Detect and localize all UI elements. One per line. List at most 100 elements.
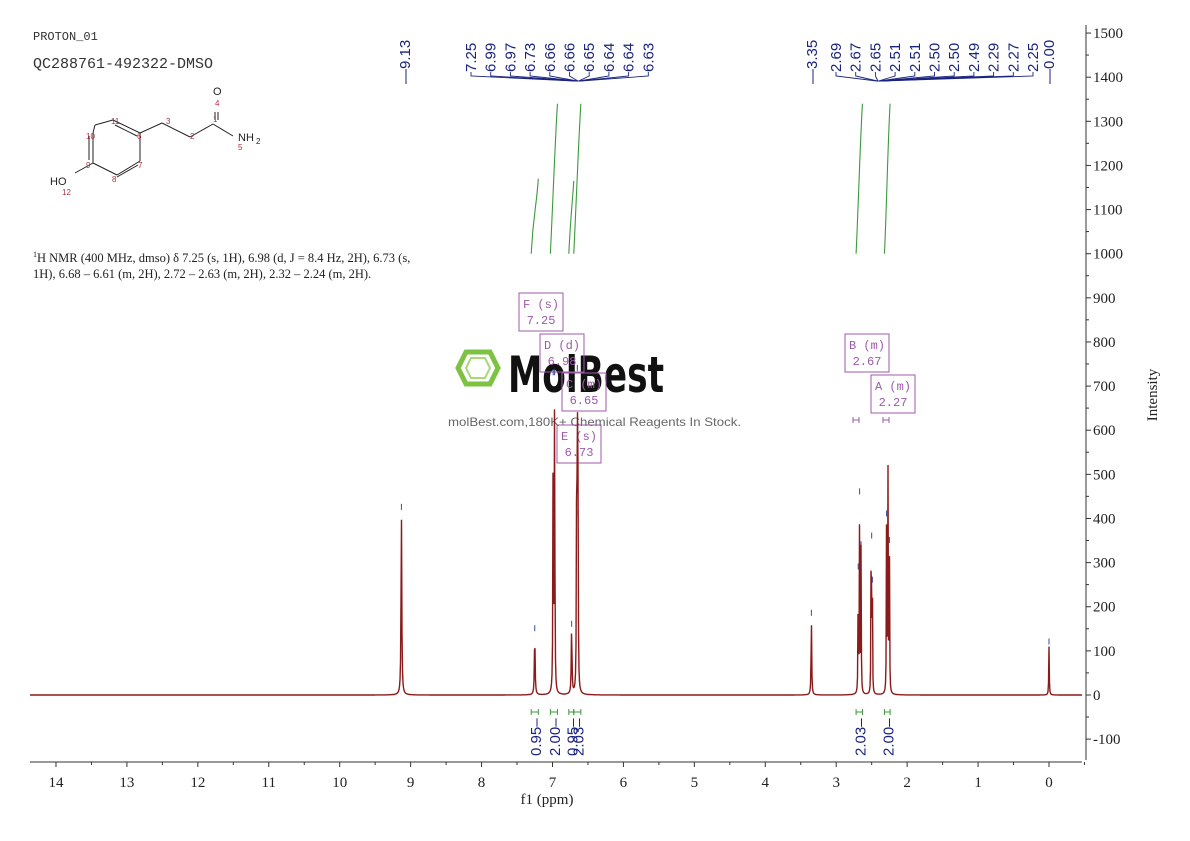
svg-text:5: 5 [238, 143, 243, 152]
integral-value: 2.03– [570, 718, 587, 756]
peak-shift-label: 6.63 [640, 43, 657, 72]
x-tick-label: 9 [407, 775, 415, 791]
y-tick-label: 100 [1093, 644, 1116, 660]
peak-shift-label: 2.27 [1005, 43, 1022, 72]
experiment-name: PROTON_01 [33, 30, 98, 44]
peak-shift-label: 2.50 [927, 43, 944, 72]
svg-text:12: 12 [62, 188, 71, 197]
y-tick-label: 600 [1093, 423, 1116, 439]
y-tick-label: 200 [1093, 600, 1116, 616]
multiplet-box [844, 333, 890, 373]
peak-labels: —9.13 —0.00—3.357.25 6.99 6.97 6.73 6.66 6.66 6… [397, 40, 1058, 645]
multiplet-shift: 7.25 [527, 314, 556, 328]
nucleus-superscript: 1 [33, 250, 37, 259]
x-tick-label: 1 [974, 775, 982, 791]
chemical-structure: O NH 2 HO 4 1 2 3 5 6 7 8 9 10 11 12 [50, 86, 261, 197]
peak-shift-label: 6.66 [542, 43, 559, 72]
peak-shift-label: 2.51 [887, 43, 904, 72]
integral-value: 0.95– [528, 718, 545, 756]
peak-shift-label: 6.97 [502, 43, 519, 72]
peak-shift-label: 6.65 [581, 43, 598, 72]
integral-value: 2.00– [547, 718, 564, 756]
peak-shift-label: —0.00 [1041, 40, 1058, 84]
sample-name: QC288761-492322-DMSO [33, 56, 214, 73]
x-tick-label: 8 [478, 775, 486, 791]
x-tick-label: 0 [1045, 775, 1053, 791]
multiplet-box [870, 374, 916, 414]
multiplet-boxes: F (s) 7.25 D (d) 6.98 C (m) 6.65 E (s) 6.73 B (m… [518, 292, 916, 464]
axes: 14 13 12 11 10 9 8 7 6 5 4 3 2 1 0f1 (ppm)150014001300… [30, 25, 1161, 808]
svg-text:HO: HO [50, 176, 67, 188]
peak-shift-label: 6.66 [562, 43, 579, 72]
multiplet-box [518, 292, 564, 332]
y-tick-label: 900 [1093, 291, 1116, 307]
multiplet-label: A (m) [875, 380, 911, 394]
multiplet-shift: 2.67 [853, 355, 882, 369]
x-tick-label: 2 [903, 775, 911, 791]
x-tick-label: 5 [691, 775, 699, 791]
y-tick-label: 1500 [1093, 26, 1123, 42]
svg-text:O: O [213, 86, 222, 98]
peak-shift-label: 2.29 [986, 43, 1003, 72]
peak-shift-label: 7.25 [463, 43, 480, 72]
multiplet-shift: 6.65 [570, 394, 599, 408]
svg-text:NH: NH [238, 132, 254, 144]
spectrum-line [30, 409, 1082, 696]
peak-shift-label: 6.99 [483, 43, 500, 72]
multiplet-shift: 6.98 [548, 355, 577, 369]
y-tick-label: 1100 [1093, 203, 1122, 219]
peak-shift-label: —9.13 [397, 40, 414, 84]
y-tick-label: 300 [1093, 556, 1116, 572]
svg-text:8: 8 [112, 175, 117, 184]
x-tick-label: 14 [48, 775, 64, 791]
y-tick-label: -100 [1093, 732, 1121, 748]
y-tick-label: 700 [1093, 379, 1116, 395]
y-tick-label: 800 [1093, 335, 1116, 351]
peak-shift-label: 6.64 [621, 43, 638, 72]
x-tick-label: 6 [620, 775, 628, 791]
multiplet-shift: 2.27 [879, 396, 908, 410]
multiplet-label: B (m) [849, 339, 885, 353]
x-tick-label: 7 [549, 775, 557, 791]
multiplet-shift: 6.73 [565, 446, 594, 460]
y-tick-label: 0 [1093, 688, 1101, 704]
svg-text:10: 10 [86, 132, 95, 141]
x-tick-label: 3 [832, 775, 840, 791]
peak-shift-label: 2.49 [966, 43, 983, 72]
multiplet-box [539, 333, 585, 373]
x-tick-label: 12 [190, 775, 205, 791]
svg-text:11: 11 [111, 117, 120, 126]
peak-shift-label: 2.25 [1025, 43, 1042, 72]
molbest-watermark: MolBest molBest.com,180K+ Chemical Reage… [448, 346, 741, 429]
x-axis-label: f1 (ppm) [521, 792, 574, 808]
multiplet-label: D (d) [544, 339, 580, 353]
integral-curves: 0.95– 2.00– 0.95–2.03– 2.03– 2.00– [528, 103, 897, 756]
peak-shift-label: 2.65 [867, 43, 884, 72]
svg-text:MolBest: MolBest [508, 346, 664, 404]
y-tick-label: 400 [1093, 511, 1116, 527]
svg-text:1: 1 [213, 115, 218, 124]
multiplet-label: C (m) [566, 378, 602, 392]
x-tick-label: 4 [762, 775, 770, 791]
y-axis-label: Intensity [1145, 368, 1161, 421]
svg-text:2: 2 [190, 132, 195, 141]
peak-shift-label: —3.35 [804, 40, 821, 84]
x-tick-label: 13 [119, 775, 134, 791]
nmr-description-text: H NMR (400 MHz, dmso) δ 7.25 (s, 1H), 6.… [33, 251, 411, 282]
peak-shift-label: 6.64 [601, 43, 618, 72]
multiplet-box [561, 372, 607, 412]
x-tick-label: 11 [262, 775, 276, 791]
y-tick-label: 1000 [1093, 247, 1123, 263]
svg-text:9: 9 [86, 161, 91, 170]
integral-value: 0.95– [564, 718, 581, 756]
y-tick-label: 500 [1093, 467, 1116, 483]
y-tick-label: 1400 [1093, 70, 1123, 86]
svg-text:7: 7 [138, 161, 143, 170]
y-tick-label: 1200 [1093, 158, 1123, 174]
svg-text:molBest.com,180K+ Chemical Rea: molBest.com,180K+ Chemical Reagents In S… [448, 415, 741, 429]
peak-shift-label: 6.73 [522, 43, 539, 72]
y-tick-label: 1300 [1093, 114, 1123, 130]
peak-shift-label: 2.51 [907, 43, 924, 72]
hexagon-logo-icon [455, 349, 501, 387]
svg-text:4: 4 [215, 99, 220, 108]
